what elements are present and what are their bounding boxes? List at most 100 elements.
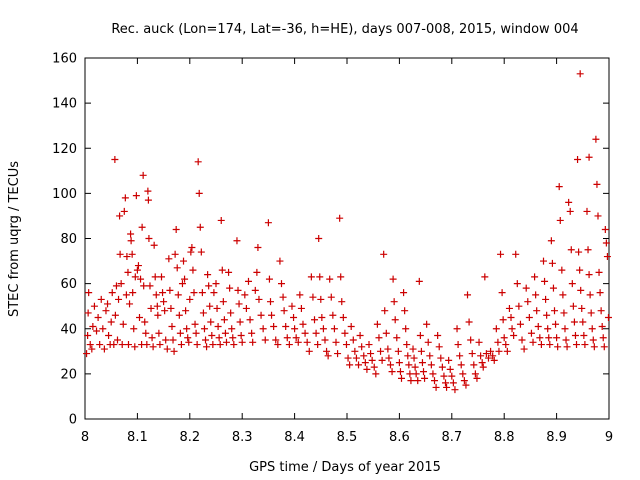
data-point xyxy=(326,275,334,283)
y-tick-label: 100 xyxy=(52,187,77,202)
data-point xyxy=(111,311,119,319)
data-point xyxy=(311,316,319,324)
data-point xyxy=(503,347,511,355)
data-point xyxy=(318,313,326,321)
data-point xyxy=(412,370,420,378)
data-point xyxy=(285,341,293,349)
data-point xyxy=(192,329,200,337)
data-point xyxy=(144,196,152,204)
data-point xyxy=(395,359,403,367)
data-point xyxy=(132,192,140,200)
data-point xyxy=(410,354,418,362)
data-point xyxy=(553,334,561,342)
data-point xyxy=(214,322,222,330)
data-point xyxy=(176,329,184,337)
data-point xyxy=(225,268,233,276)
data-point xyxy=(380,250,388,258)
data-point xyxy=(594,212,602,220)
data-point xyxy=(457,361,465,369)
data-point xyxy=(571,332,579,340)
data-point xyxy=(446,365,454,373)
data-point xyxy=(570,318,578,326)
data-point xyxy=(500,334,508,342)
data-point xyxy=(227,309,235,317)
data-point xyxy=(402,325,410,333)
data-point xyxy=(229,334,237,342)
data-point xyxy=(505,304,513,312)
data-point xyxy=(478,359,486,367)
data-point xyxy=(546,341,554,349)
data-point xyxy=(151,273,159,281)
data-point xyxy=(344,354,352,362)
data-point xyxy=(236,318,244,326)
data-point xyxy=(568,280,576,288)
data-point xyxy=(89,322,97,330)
data-point xyxy=(177,341,185,349)
data-point xyxy=(529,338,537,346)
data-point xyxy=(590,343,598,351)
data-point xyxy=(329,311,337,319)
data-point xyxy=(377,347,385,355)
data-point xyxy=(423,320,431,328)
y-axis-label: STEC from uqrg / TECUs xyxy=(7,161,22,317)
data-point xyxy=(487,347,495,355)
data-point xyxy=(180,257,188,265)
data-point xyxy=(283,334,291,342)
data-point xyxy=(390,298,398,306)
data-point xyxy=(532,291,540,299)
data-point xyxy=(492,325,500,333)
data-point xyxy=(460,377,468,385)
data-point xyxy=(220,316,228,324)
data-point xyxy=(527,329,535,337)
data-point xyxy=(133,266,141,274)
y-tick-label: 40 xyxy=(60,322,77,337)
data-point xyxy=(111,156,119,164)
data-point xyxy=(437,354,445,362)
data-point xyxy=(499,316,507,324)
data-point xyxy=(429,370,437,378)
data-point xyxy=(118,341,126,349)
data-point xyxy=(202,336,210,344)
data-point xyxy=(206,302,214,310)
data-point xyxy=(162,336,170,344)
data-point xyxy=(346,361,354,369)
data-point xyxy=(490,356,498,364)
data-point xyxy=(507,313,515,321)
data-point xyxy=(434,332,442,340)
data-point xyxy=(603,253,611,261)
data-point xyxy=(143,341,151,349)
data-point xyxy=(93,327,101,335)
data-point xyxy=(182,307,190,315)
data-point xyxy=(99,325,107,333)
data-point xyxy=(552,320,560,328)
data-point xyxy=(573,341,581,349)
data-point xyxy=(138,223,146,231)
data-point xyxy=(563,343,571,351)
data-point xyxy=(97,295,105,303)
data-point xyxy=(137,275,145,283)
data-point xyxy=(334,350,342,358)
data-point xyxy=(210,289,218,297)
data-point xyxy=(336,214,344,222)
y-tick-label: 140 xyxy=(52,97,77,112)
data-point xyxy=(142,329,150,337)
data-point xyxy=(330,325,338,333)
data-point xyxy=(580,332,588,340)
data-point xyxy=(541,277,549,285)
data-point xyxy=(156,341,164,349)
data-point xyxy=(165,255,173,263)
data-point xyxy=(520,345,528,353)
data-point xyxy=(438,363,446,371)
data-point xyxy=(233,237,241,245)
data-point xyxy=(84,309,92,317)
data-point xyxy=(420,368,428,376)
x-tick-label: 8.5 xyxy=(337,430,358,445)
x-tick-label: 8.2 xyxy=(179,430,200,445)
data-point xyxy=(536,334,544,342)
data-point xyxy=(595,268,603,276)
data-point xyxy=(516,320,524,328)
data-point xyxy=(592,135,600,143)
data-point xyxy=(276,257,284,265)
data-point xyxy=(193,341,201,349)
data-point xyxy=(566,207,574,215)
